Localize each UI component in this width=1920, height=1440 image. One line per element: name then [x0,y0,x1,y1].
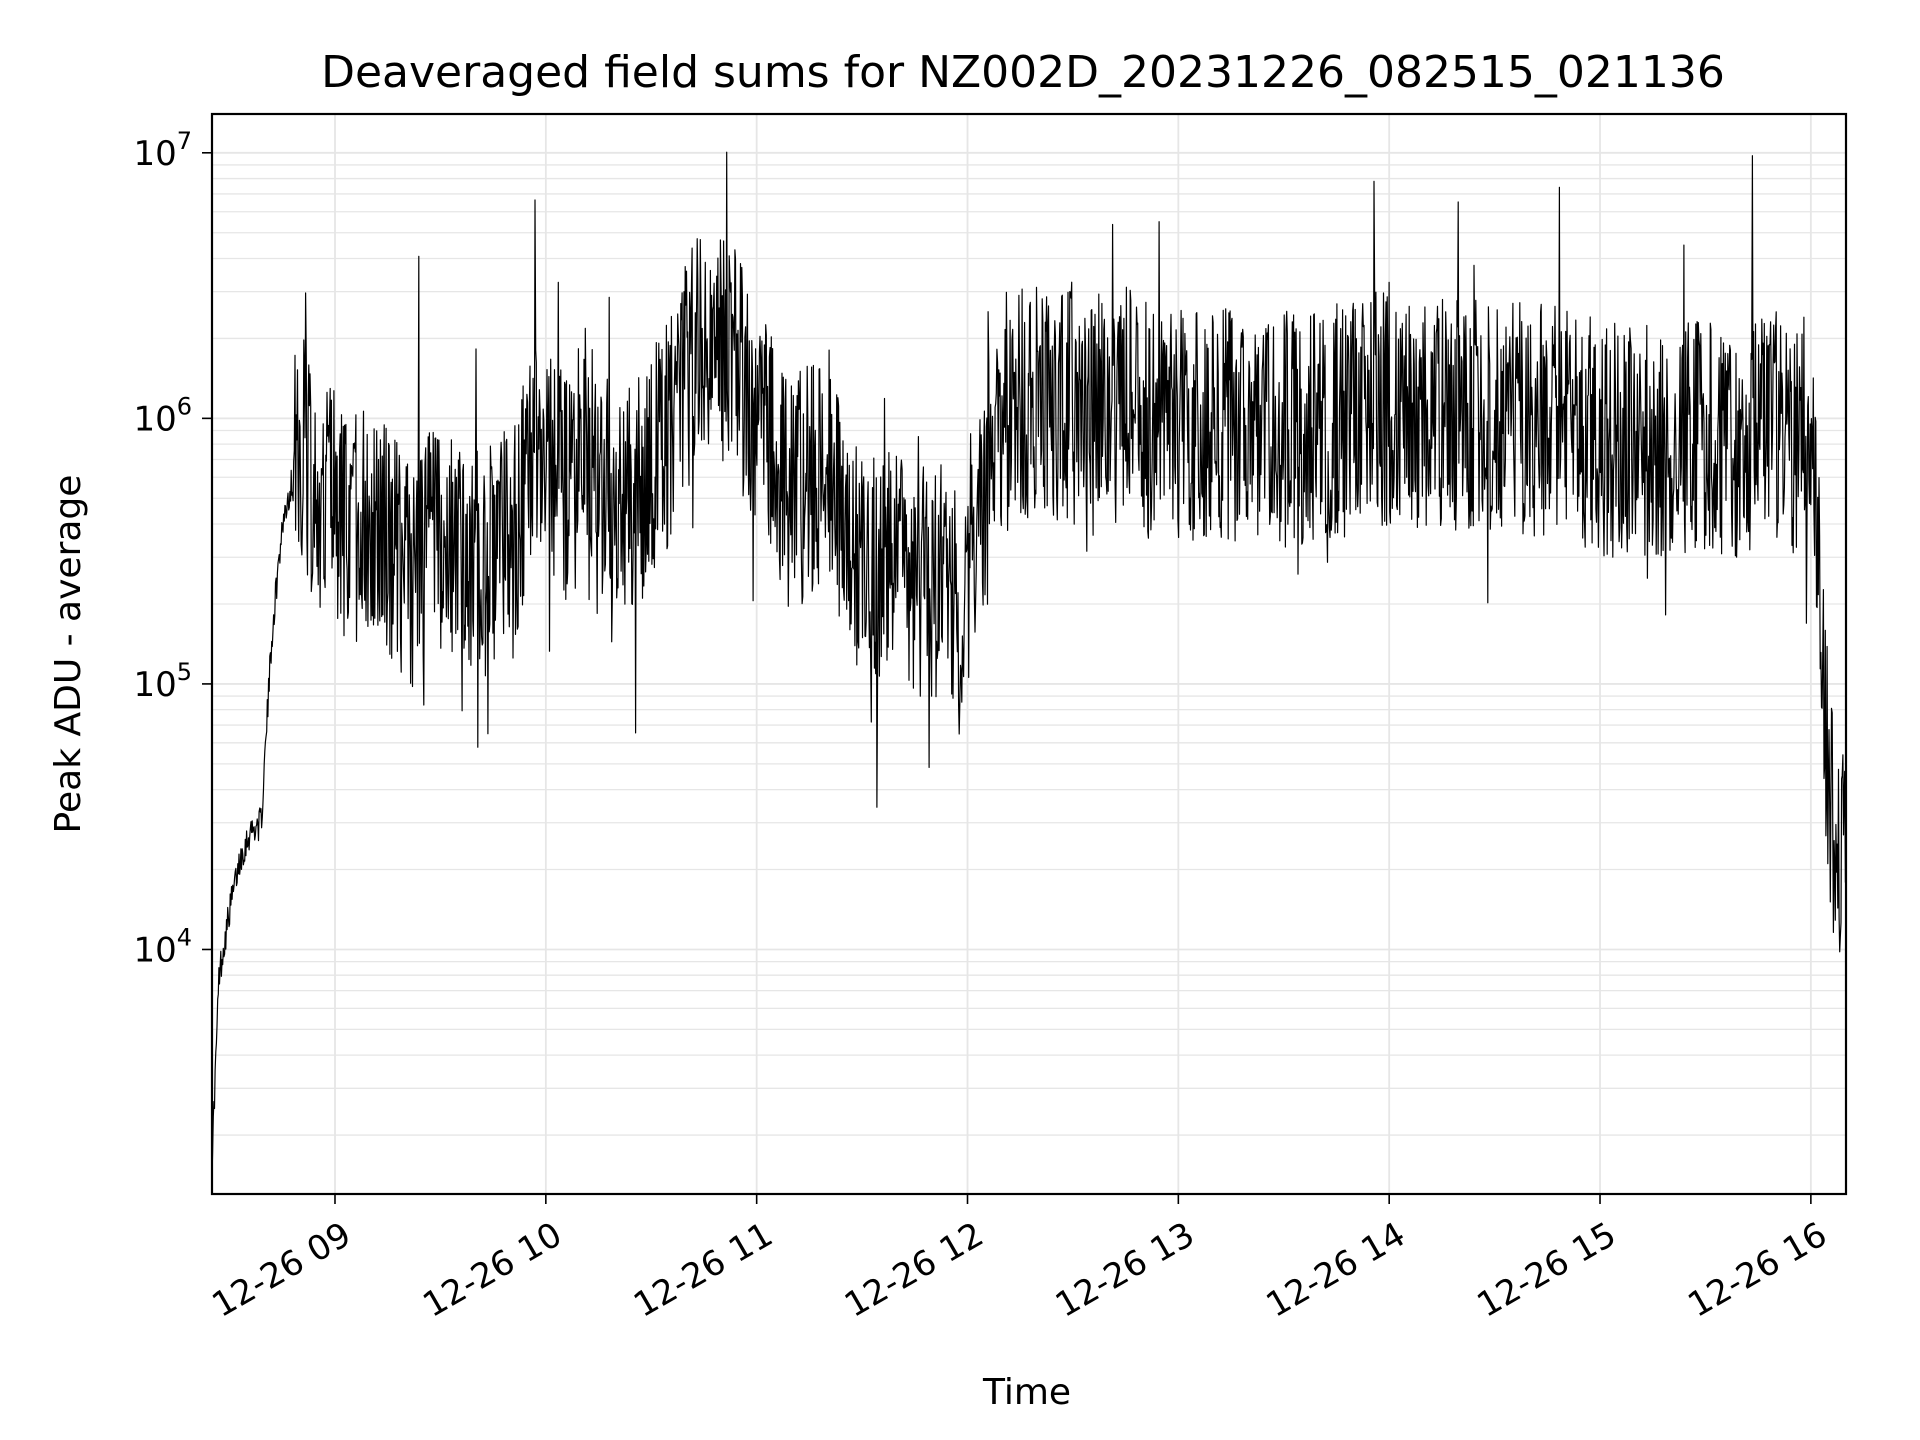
x-axis: 12-26 09 12-26 10 12-26 11 12-26 12 12-26 13… [205,1194,1834,1326]
y-tick-label: 107 [133,127,192,174]
x-tick-label: 12-26 16 [1681,1215,1833,1326]
y-axis: 104 105 106 107 [133,127,212,970]
x-tick-label: 12-26 14 [1260,1215,1412,1326]
x-tick-label: 12-26 15 [1471,1215,1623,1326]
x-tick-label: 12-26 09 [205,1215,357,1326]
y-tick-label: 105 [133,658,192,705]
y-tick-label: 106 [133,392,192,439]
chart-title: Deaveraged field sums for NZ002D_2023122… [321,47,1725,98]
series-line [211,151,1847,1177]
grid-lines [212,114,1846,1194]
x-axis-label: Time [982,1372,1071,1413]
y-axis-label: Peak ADU - average [48,475,89,834]
x-tick-label: 12-26 13 [1049,1215,1201,1326]
series-area [211,151,1847,1177]
x-tick-label: 12-26 11 [627,1215,779,1326]
x-tick-label: 12-26 12 [838,1215,990,1326]
x-tick-label: 12-26 10 [416,1215,568,1326]
y-tick-label: 104 [133,923,192,970]
plot-frame [210,112,1848,1196]
